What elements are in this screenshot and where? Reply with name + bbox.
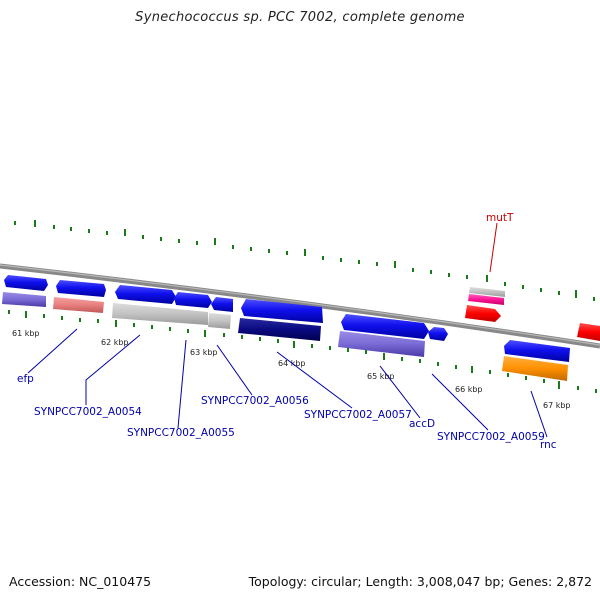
kbp-label: 63 kbp bbox=[190, 348, 218, 357]
gene-arrow-efp[interactable] bbox=[56, 280, 106, 297]
accession-text: Accession: NC_010475 bbox=[9, 574, 152, 589]
kbp-label: 66 kbp bbox=[455, 385, 483, 394]
gene-arrow-accd[interactable] bbox=[428, 327, 448, 341]
label-leaders bbox=[27, 222, 548, 438]
gene-label-a0057[interactable]: SYNPCC7002_A0057 bbox=[304, 409, 412, 421]
outer-tick-track bbox=[14, 220, 595, 301]
gene-arrow-a0059[interactable] bbox=[504, 340, 570, 362]
gene-bar-orange[interactable] bbox=[502, 356, 568, 381]
gene-bar[interactable] bbox=[2, 292, 46, 307]
gene-label-accd[interactable]: accD bbox=[409, 418, 435, 430]
gene-label-efp[interactable]: efp bbox=[17, 373, 34, 385]
gene-label-a0054[interactable]: SYNPCC7002_A0054 bbox=[34, 406, 142, 418]
gene-label-mutt[interactable]: mutT bbox=[486, 212, 514, 224]
kbp-label: 61 kbp bbox=[12, 329, 40, 338]
gene-arrow-a0056[interactable] bbox=[241, 299, 323, 323]
gene-features bbox=[2, 275, 600, 381]
inner-tick-track bbox=[8, 310, 597, 393]
genome-backbone bbox=[0, 263, 600, 349]
gene-label-rnc[interactable]: rnc bbox=[540, 439, 557, 451]
gene-label-a0056[interactable]: SYNPCC7002_A0056 bbox=[201, 395, 309, 407]
gene-bar-pink[interactable] bbox=[53, 297, 104, 313]
kbp-label: 65 kbp bbox=[367, 372, 395, 381]
gene-arrow-a0057[interactable] bbox=[341, 314, 429, 339]
gene-bar-grey-small[interactable] bbox=[208, 313, 231, 329]
gene-arrow-a0055[interactable] bbox=[174, 292, 212, 308]
gene-bar-purple-a0057[interactable] bbox=[338, 331, 425, 357]
gene-arrow-red-right[interactable] bbox=[577, 323, 600, 341]
gene-bar-grey[interactable] bbox=[112, 303, 208, 325]
gene-arrow-a0054[interactable] bbox=[115, 285, 176, 304]
kbp-label: 62 kbp bbox=[101, 338, 129, 347]
gene-bar-navy[interactable] bbox=[238, 318, 321, 341]
map-title: Synechococcus sp. PCC 7002, complete gen… bbox=[135, 10, 465, 25]
genome-stats-text: Topology: circular; Length: 3,008,047 bp… bbox=[248, 574, 592, 589]
gene-arrow-efp-upstream[interactable] bbox=[4, 275, 48, 291]
gene-bar-mutt-grey[interactable] bbox=[469, 287, 505, 297]
gene-arrow-mutt[interactable] bbox=[465, 305, 501, 322]
gene-label-a0055[interactable]: SYNPCC7002_A0055 bbox=[127, 427, 235, 439]
gene-bar-mutt-magenta[interactable] bbox=[468, 294, 504, 305]
gene-label-a0059[interactable]: SYNPCC7002_A0059 bbox=[437, 431, 545, 443]
kbp-label: 67 kbp bbox=[543, 401, 571, 410]
gene-arrow-a0055b[interactable] bbox=[211, 297, 233, 312]
